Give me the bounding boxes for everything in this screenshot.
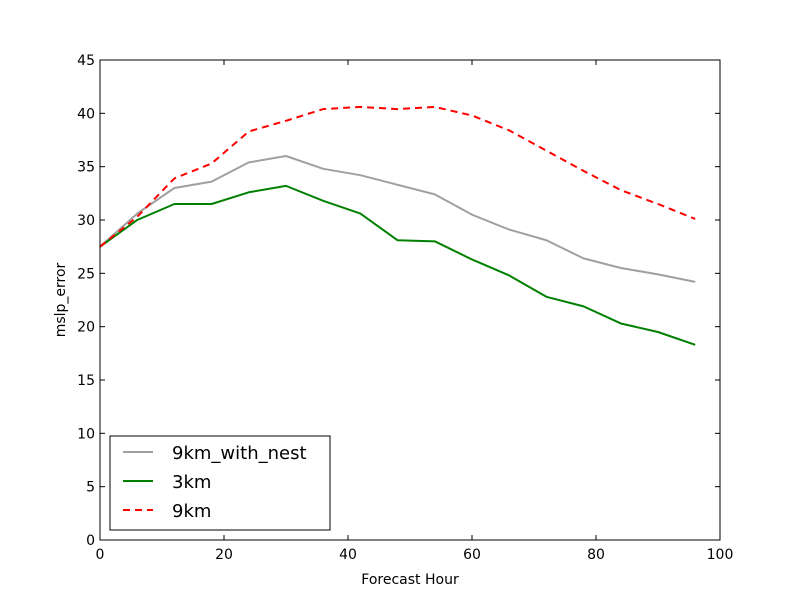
ticks-layer: 0 20 40 60 80 100 0 5 10 15 20 25 30 35 40 45 bbox=[77, 53, 733, 563]
legend-label-1: 9km_with_nest bbox=[172, 443, 307, 464]
y-tick-label: 40 bbox=[77, 106, 95, 122]
x-tick-label: 100 bbox=[707, 547, 734, 563]
y-tick-label: 10 bbox=[77, 426, 95, 442]
x-tick-label: 0 bbox=[96, 547, 105, 563]
y-tick-label: 20 bbox=[77, 320, 95, 336]
x-axis-label: Forecast Hour bbox=[361, 572, 459, 588]
x-tick-label: 60 bbox=[463, 547, 481, 563]
y-tick-label: 15 bbox=[77, 373, 95, 389]
y-tick-label: 35 bbox=[77, 160, 95, 176]
legend: 9km_with_nest 3km 9km bbox=[109, 435, 331, 531]
series-layer bbox=[99, 105, 696, 346]
y-tick-label: 0 bbox=[86, 533, 95, 549]
series-line-3 bbox=[99, 105, 696, 248]
y-axis-label: mslp_error bbox=[53, 262, 69, 337]
legend-label-3: 9km bbox=[172, 501, 211, 522]
x-tick-label: 20 bbox=[215, 547, 233, 563]
x-tick-label: 80 bbox=[587, 547, 605, 563]
y-tick-label: 5 bbox=[86, 480, 95, 496]
series-line-1 bbox=[99, 155, 696, 283]
y-tick-label: 25 bbox=[77, 266, 95, 282]
x-tick-label: 40 bbox=[339, 547, 357, 563]
legend-label-2: 3km bbox=[172, 472, 211, 493]
axes-layer bbox=[99, 59, 721, 541]
series-line-2 bbox=[99, 184, 696, 346]
y-tick-label: 45 bbox=[77, 53, 95, 69]
plot-frame bbox=[99, 59, 721, 541]
y-tick-label: 30 bbox=[77, 213, 95, 229]
